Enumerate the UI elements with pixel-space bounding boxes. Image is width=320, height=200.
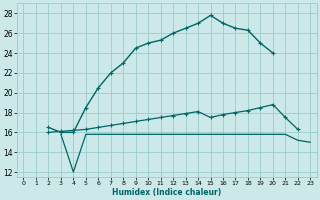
X-axis label: Humidex (Indice chaleur): Humidex (Indice chaleur) [112,188,221,197]
